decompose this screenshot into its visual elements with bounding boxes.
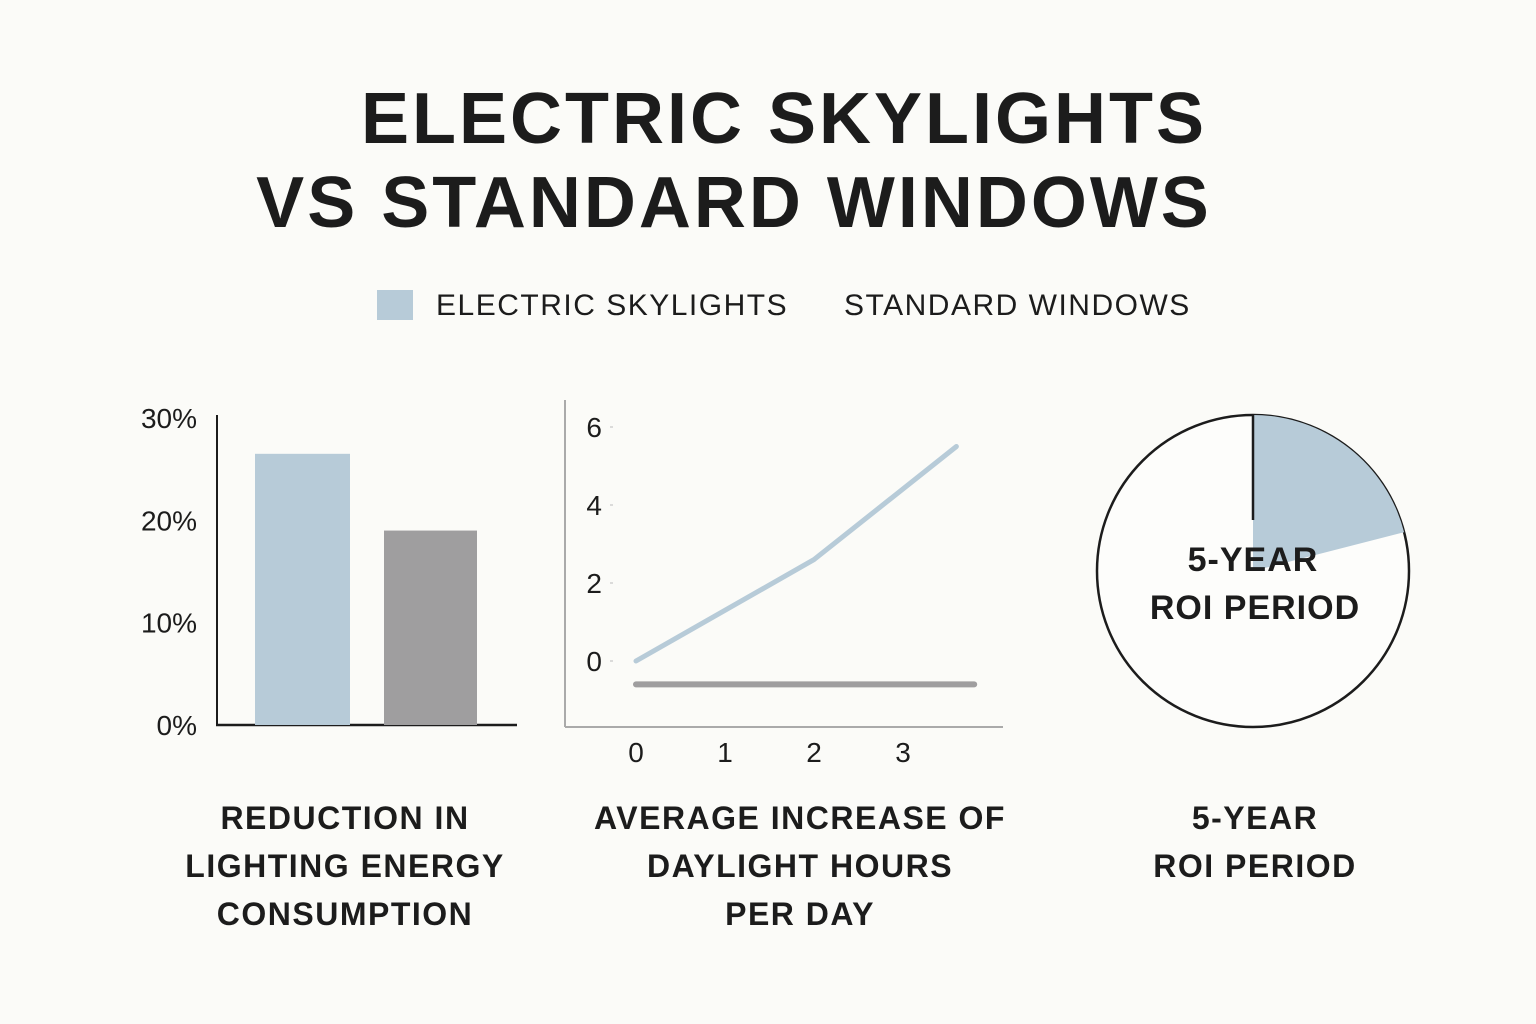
- pie-caption-line: 5-YEAR: [1191, 800, 1319, 836]
- legend-label-skylights: ELECTRIC SKYLIGHTS: [436, 289, 789, 322]
- line-y-tick-label: 4: [586, 490, 602, 521]
- line-x-tick-label: 3: [895, 737, 911, 768]
- pie-caption-line: ROI PERIOD: [1153, 848, 1357, 884]
- bar-y-tick-label: 30%: [141, 403, 197, 434]
- bar-caption-line: REDUCTION IN: [220, 800, 470, 836]
- pie-slice-skylights: [1253, 415, 1405, 571]
- bar-skylights: [255, 453, 350, 725]
- line-caption-line: PER DAY: [725, 896, 875, 932]
- bar-standard: [384, 530, 477, 725]
- line-series-skylights: [633, 444, 959, 664]
- bar-y-tick-label: 10%: [141, 608, 197, 639]
- bar-y-tick-label: 0%: [157, 710, 197, 741]
- chart-title-line-1: ELECTRIC SKYLIGHTS: [360, 79, 1208, 159]
- legend-label-standard: STANDARD WINDOWS: [844, 289, 1191, 322]
- line-y-tick-label: 6: [586, 412, 602, 443]
- line-caption-line: DAYLIGHT HOURS: [646, 848, 954, 884]
- chart-title-line-2: VS STANDARD WINDOWS: [256, 163, 1212, 243]
- line-x-tick-label: 2: [806, 737, 822, 768]
- line-chart-caption: AVERAGE INCREASE OF DAYLIGHT HOURS PER D…: [570, 794, 1030, 938]
- line-x-tick-label: 1: [717, 737, 733, 768]
- line-caption-line: AVERAGE INCREASE OF: [594, 800, 1006, 836]
- line-y-tick-label: 0: [586, 646, 602, 677]
- pie-chart-caption: 5-YEAR ROI PERIOD: [1055, 794, 1455, 890]
- pie-center-label: 5-YEAR: [1188, 541, 1319, 579]
- bar-y-tick-label: 20%: [141, 505, 197, 536]
- pie-center-label: ROI PERIOD: [1150, 589, 1360, 627]
- line-x-tick-label: 0: [628, 737, 644, 768]
- legend-swatch-skylights: [377, 290, 413, 320]
- bar-caption-line: CONSUMPTION: [216, 896, 474, 932]
- line-y-tick-label: 2: [586, 568, 602, 599]
- bar-chart-caption: REDUCTION IN LIGHTING ENERGY CONSUMPTION: [140, 794, 550, 938]
- bar-caption-line: LIGHTING ENERGY: [185, 848, 505, 884]
